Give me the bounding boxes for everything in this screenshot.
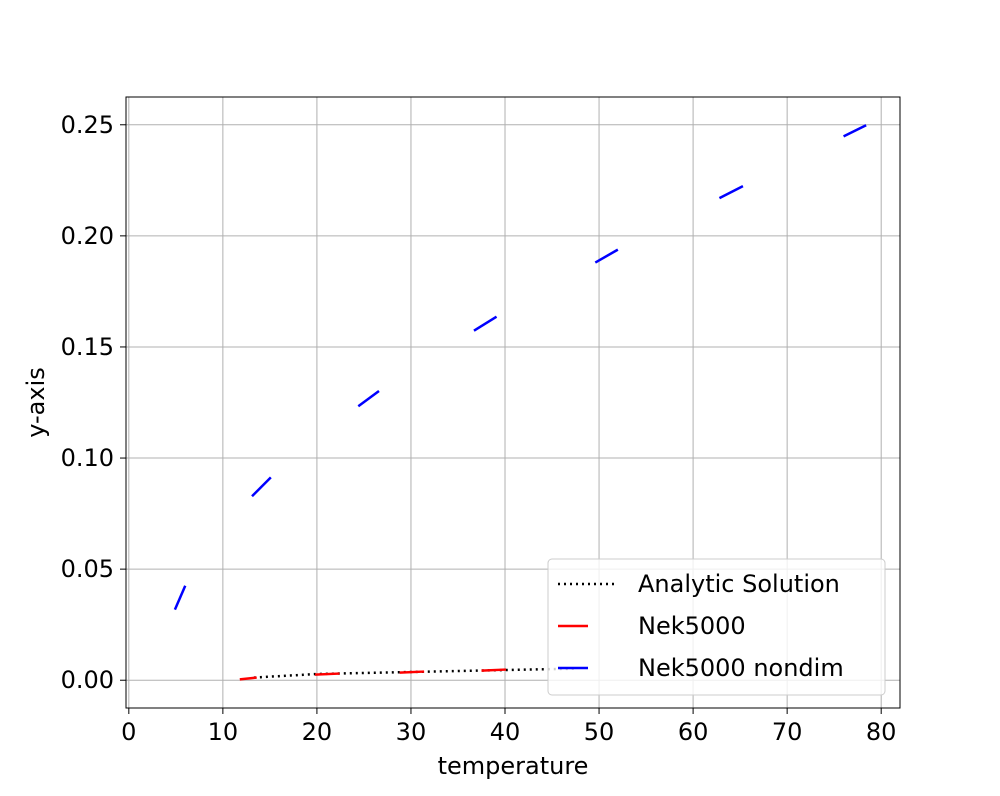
x-axis-label: temperature xyxy=(438,752,589,780)
y-tick-label: 0.00 xyxy=(61,666,114,694)
legend-label: Nek5000 xyxy=(638,612,746,640)
y-tick-label: 0.05 xyxy=(61,555,114,583)
y-axis-label: y-axis xyxy=(22,367,50,438)
legend: Analytic Solution Nek5000 Nek5000 nondim xyxy=(547,558,886,696)
x-tick-label: 40 xyxy=(490,718,521,746)
legend-label: Nek5000 nondim xyxy=(638,654,844,682)
x-tick-label: 70 xyxy=(772,718,803,746)
series-segment xyxy=(239,676,257,681)
x-tick-label: 80 xyxy=(866,718,897,746)
series-segment xyxy=(718,184,744,200)
legend-box xyxy=(547,558,886,696)
series-segment xyxy=(314,672,340,676)
y-tick-label: 0.25 xyxy=(61,111,114,139)
series-segment xyxy=(481,668,507,672)
x-tick-label: 0 xyxy=(121,718,136,746)
series-segment xyxy=(473,315,498,332)
series-1 xyxy=(239,668,507,681)
x-tick-label: 10 xyxy=(208,718,239,746)
series-segment xyxy=(251,476,272,498)
y-tick-label: 0.15 xyxy=(61,333,114,361)
plot-frame xyxy=(125,96,901,709)
x-tick-label: 60 xyxy=(678,718,709,746)
series-segment xyxy=(843,124,867,138)
y-tick-label: 0.10 xyxy=(61,444,114,472)
series-segment xyxy=(594,248,619,264)
legend-label: Analytic Solution xyxy=(638,570,840,598)
ticks: 0 10 20 30 40 50 60 70 80 0.00 0.05 0.10 0.15 0.20 0.2… xyxy=(61,111,897,746)
series-2 xyxy=(173,124,867,611)
series-segment xyxy=(357,389,380,408)
series-segment xyxy=(399,670,425,674)
x-tick-label: 50 xyxy=(584,718,615,746)
y-tick-label: 0.20 xyxy=(61,222,114,250)
x-tick-label: 20 xyxy=(302,718,333,746)
x-tick-label: 30 xyxy=(396,718,427,746)
series-segment xyxy=(173,585,187,611)
series-group xyxy=(173,124,867,681)
